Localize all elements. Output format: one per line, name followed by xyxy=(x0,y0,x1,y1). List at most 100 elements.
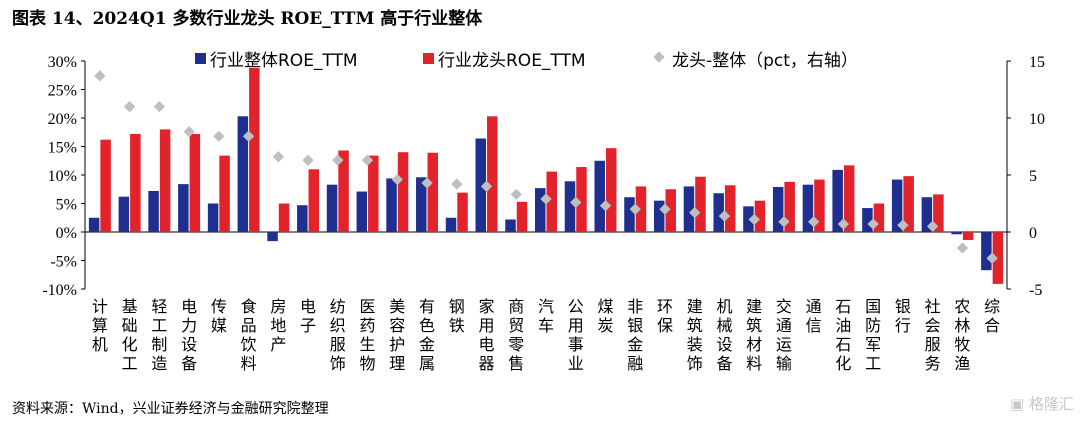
right-tick-label: -5 xyxy=(1029,282,1042,299)
diff-point xyxy=(837,218,850,230)
bar-overall xyxy=(951,232,962,235)
legend-marker-diff xyxy=(653,51,665,63)
category-label: 非银金融 xyxy=(627,297,643,373)
bar-leader xyxy=(576,167,587,232)
diff-point xyxy=(510,188,522,201)
diff-point xyxy=(629,203,641,215)
bar-leader xyxy=(278,203,290,232)
category-label: 房地产 xyxy=(270,297,286,354)
category-label: 传媒 xyxy=(211,297,227,335)
bar-overall xyxy=(862,208,873,232)
diff-point xyxy=(599,200,612,212)
bar-overall xyxy=(118,196,130,232)
diff-points-group xyxy=(94,70,998,264)
diff-point xyxy=(956,242,969,254)
category-label: 环保 xyxy=(657,297,673,335)
legend-label-leader: 行业龙头ROE_TTM xyxy=(438,51,586,71)
left-tick-label: 10% xyxy=(48,168,77,185)
diff-point xyxy=(421,177,433,189)
category-label: 社会服务 xyxy=(925,297,941,373)
right-tick-label: 15 xyxy=(1029,54,1045,71)
diff-point xyxy=(867,218,879,230)
category-label: 机械设备 xyxy=(716,297,732,373)
bar-overall xyxy=(802,184,814,232)
diff-point xyxy=(391,173,403,186)
category-label: 电子 xyxy=(300,297,316,335)
bar-overall xyxy=(356,191,368,232)
bar-overall xyxy=(594,160,605,232)
bar-leader xyxy=(724,185,736,232)
left-tick-label: 30% xyxy=(48,54,77,71)
left-tick-label: 20% xyxy=(48,111,77,128)
bar-overall xyxy=(535,188,546,232)
category-label: 石油石化 xyxy=(835,297,851,373)
watermark-logo: ▣ 格隆汇 xyxy=(1010,395,1074,413)
diff-point xyxy=(183,126,195,138)
category-labels-group: 计算机基础化工轻工制造电力设备传媒食品饮料房地产电子纺织服饰医药生物美容护理有色… xyxy=(92,297,1000,373)
category-label: 基础化工 xyxy=(122,297,138,373)
bar-leader xyxy=(308,169,320,232)
bar-leader xyxy=(516,201,528,232)
right-tick-label: 0 xyxy=(1029,225,1037,242)
right-tick-label: 5 xyxy=(1029,168,1037,185)
category-label: 建筑材料 xyxy=(746,297,762,373)
category-label: 钢铁 xyxy=(449,297,465,335)
category-label: 农林牧渔 xyxy=(954,297,970,373)
category-label: 电力设备 xyxy=(181,297,197,373)
category-label: 纺织服饰 xyxy=(330,297,346,373)
bar-overall xyxy=(237,116,249,232)
bar-overall xyxy=(416,177,427,232)
diff-point xyxy=(361,154,374,166)
diff-point xyxy=(986,252,998,264)
diff-point xyxy=(778,216,790,228)
bar-overall xyxy=(653,200,665,232)
diff-point xyxy=(718,210,731,222)
legend-swatch-leader xyxy=(423,53,434,64)
legend: 行业整体ROE_TTM 行业龙头ROE_TTM 龙头-整体（pct，右轴） xyxy=(195,51,858,71)
bar-leader xyxy=(368,155,379,232)
diff-point xyxy=(302,154,314,166)
bar-overall xyxy=(267,232,278,242)
category-label: 计算机 xyxy=(92,297,108,354)
bar-overall xyxy=(148,190,159,232)
bar-overall xyxy=(832,169,843,232)
diff-point xyxy=(480,180,493,193)
category-label: 煤炭 xyxy=(597,297,613,335)
bar-leader xyxy=(635,186,647,232)
bar-leader xyxy=(992,232,1004,284)
bar-overall xyxy=(297,205,308,232)
diff-point xyxy=(332,154,344,166)
source-note: 资料来源：Wind，兴业证券经济与金融研究院整理 xyxy=(12,401,329,417)
bar-leader xyxy=(159,129,171,232)
bar-overall xyxy=(891,179,903,232)
bar-leader xyxy=(873,203,885,232)
bars-group xyxy=(88,67,1004,284)
bar-overall xyxy=(713,193,724,232)
bar-leader xyxy=(784,181,795,232)
bar-leader xyxy=(843,165,855,232)
category-label: 商贸零售 xyxy=(508,297,524,373)
legend-label-diff: 龙头-整体（pct，右轴） xyxy=(672,51,858,71)
bar-overall xyxy=(624,197,635,232)
category-label: 综合 xyxy=(984,297,1000,335)
category-label: 食品饮料 xyxy=(241,297,257,373)
bar-leader xyxy=(487,116,498,232)
bar-overall xyxy=(386,178,397,232)
bar-overall xyxy=(207,203,219,232)
bar-overall xyxy=(772,186,784,232)
bar-leader xyxy=(100,139,111,232)
diff-point xyxy=(242,130,255,142)
bar-leader xyxy=(665,189,676,232)
category-label: 有色金属 xyxy=(419,297,435,373)
bar-overall xyxy=(445,217,457,232)
bar-leader xyxy=(219,155,230,232)
bar-leader xyxy=(546,171,557,232)
category-label: 公用事业 xyxy=(568,297,584,373)
bar-leader xyxy=(189,133,201,232)
bar-leader xyxy=(933,194,944,232)
diff-point xyxy=(897,219,909,231)
bar-leader xyxy=(962,232,974,240)
left-tick-label: 5% xyxy=(56,197,77,214)
bar-leader xyxy=(397,152,409,232)
